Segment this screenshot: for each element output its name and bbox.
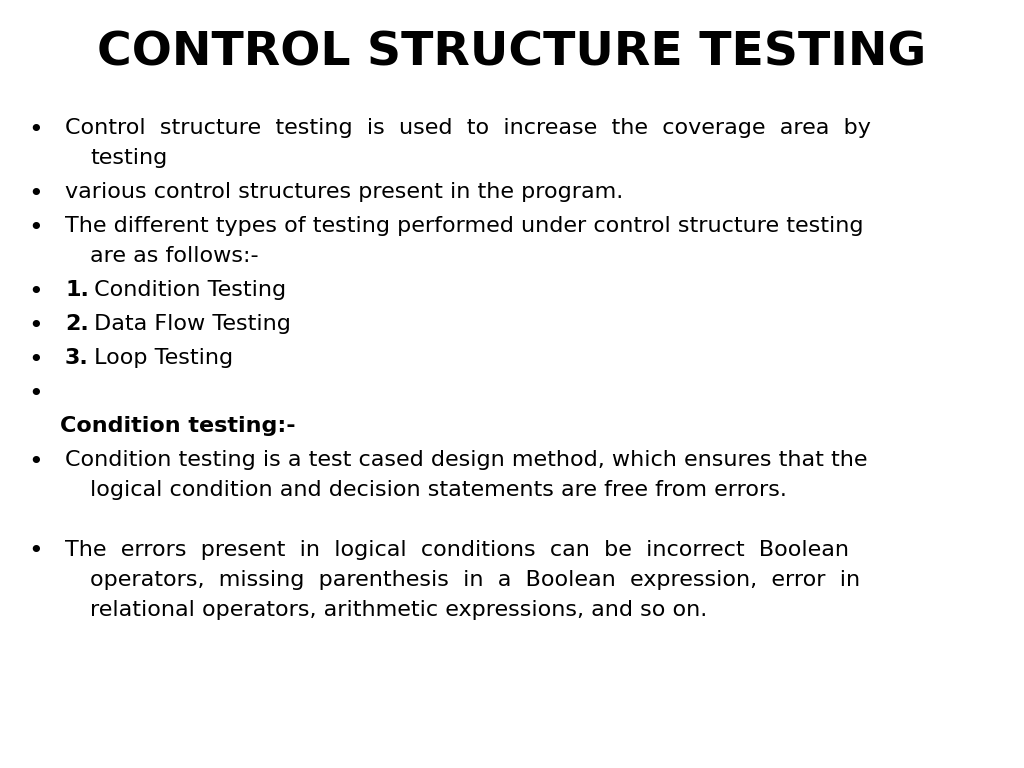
Text: •: • [28, 450, 43, 474]
Text: 3.: 3. [65, 348, 89, 368]
Text: testing: testing [90, 148, 167, 168]
Text: •: • [28, 382, 43, 406]
Text: 2.: 2. [65, 314, 89, 334]
Text: •: • [28, 182, 43, 206]
Text: relational operators, arithmetic expressions, and so on.: relational operators, arithmetic express… [90, 600, 708, 620]
Text: •: • [28, 348, 43, 372]
Text: various control structures present in the program.: various control structures present in th… [65, 182, 624, 202]
Text: are as follows:-: are as follows:- [90, 246, 259, 266]
Text: The different types of testing performed under control structure testing: The different types of testing performed… [65, 216, 863, 236]
Text: Condition Testing: Condition Testing [87, 280, 286, 300]
Text: Loop Testing: Loop Testing [87, 348, 233, 368]
Text: •: • [28, 314, 43, 338]
Text: logical condition and decision statements are free from errors.: logical condition and decision statement… [90, 480, 786, 500]
Text: Data Flow Testing: Data Flow Testing [87, 314, 291, 334]
Text: •: • [28, 280, 43, 304]
Text: CONTROL STRUCTURE TESTING: CONTROL STRUCTURE TESTING [97, 30, 927, 75]
Text: The  errors  present  in  logical  conditions  can  be  incorrect  Boolean: The errors present in logical conditions… [65, 539, 849, 560]
Text: •: • [28, 539, 43, 564]
Text: •: • [28, 118, 43, 142]
Text: operators,  missing  parenthesis  in  a  Boolean  expression,  error  in: operators, missing parenthesis in a Bool… [90, 570, 860, 590]
Text: Condition testing is a test cased design method, which ensures that the: Condition testing is a test cased design… [65, 450, 867, 470]
Text: 1.: 1. [65, 280, 89, 300]
Text: Condition testing:-: Condition testing:- [60, 416, 296, 436]
Text: Control  structure  testing  is  used  to  increase  the  coverage  area  by: Control structure testing is used to inc… [65, 118, 870, 138]
Text: •: • [28, 216, 43, 240]
